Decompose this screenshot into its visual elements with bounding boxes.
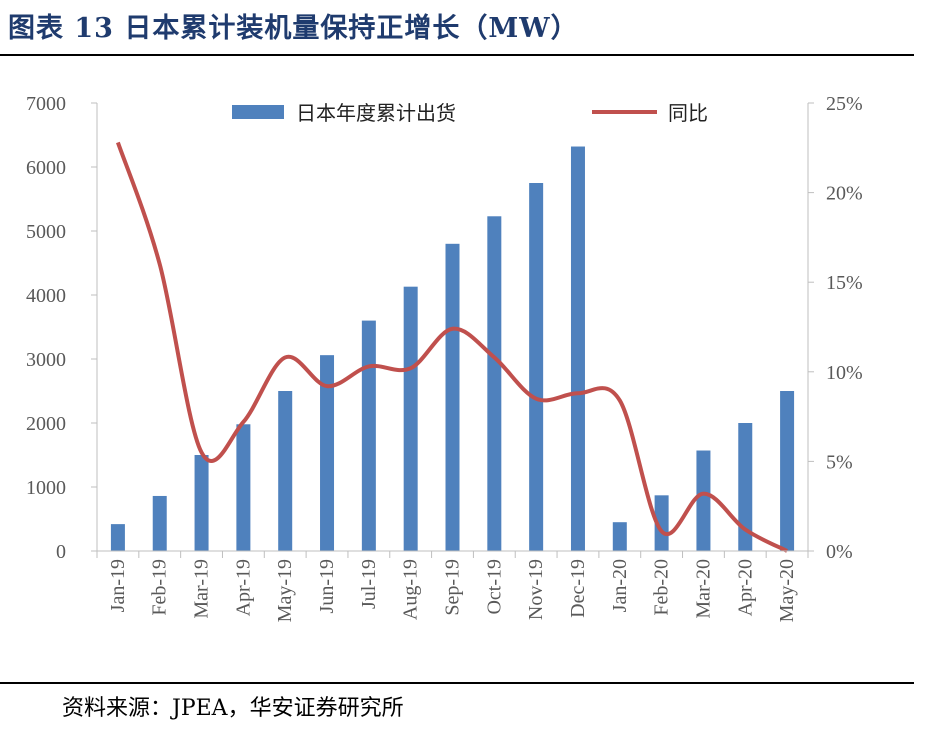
bar-Nov-19 [529, 183, 544, 551]
bar-Oct-19 [487, 216, 502, 551]
legend: 日本年度累计出货 同比 [232, 101, 708, 125]
source-note: 资料来源：JPEA，华安证券研究所 [62, 696, 404, 721]
y-left-tick-label: 5000 [26, 221, 66, 243]
x-tick-label: Jul-19 [358, 559, 380, 609]
x-tick-label: Sep-19 [442, 559, 464, 616]
x-tick-label: Oct-19 [483, 559, 505, 615]
bar-Feb-19 [152, 495, 167, 551]
bar-Dec-19 [570, 146, 585, 551]
x-tick-label: Apr-20 [734, 559, 756, 616]
bars-layer [110, 146, 795, 552]
bar-Mar-19 [194, 455, 209, 551]
x-tick-label: Mar-19 [191, 559, 213, 619]
y-right-tick-label: 0% [826, 541, 853, 563]
x-tick-label: Nov-19 [525, 559, 547, 620]
y-left-tick-label: 3000 [26, 349, 66, 371]
bar-Jun-19 [320, 355, 335, 551]
legend-bar-swatch [232, 105, 284, 119]
y-left-tick-label: 7000 [26, 93, 66, 115]
bar-Apr-20 [738, 423, 753, 551]
y-left-tick-label: 2000 [26, 413, 66, 435]
x-tick-label: Aug-19 [400, 559, 422, 620]
legend-line-label: 同比 [668, 101, 708, 125]
bar-Apr-19 [236, 424, 251, 551]
y-right-tick-label: 15% [826, 272, 863, 294]
bar-Feb-20 [654, 495, 669, 551]
y-left-tick-label: 0 [56, 541, 66, 563]
x-tick-label: Jun-19 [316, 559, 338, 613]
line-layer [116, 141, 789, 553]
y-left-tick-label: 1000 [26, 477, 66, 499]
y-left-tick-label: 4000 [26, 285, 66, 307]
chart-title: 图表 13 日本累计装机量保持正增长（MW） [8, 13, 579, 44]
combo-chart: 0 1000 2000 3000 4000 5000 6000 7000 0% 5% 10% 15% 2… [26, 93, 863, 622]
bar-Aug-19 [403, 286, 418, 551]
y-right-tick-label: 10% [826, 362, 863, 384]
legend-bar-label: 日本年度累计出货 [296, 101, 456, 125]
x-tick-label: Feb-19 [149, 559, 171, 616]
x-tick-label: Feb-20 [651, 559, 673, 616]
axes-layer: 0 1000 2000 3000 4000 5000 6000 7000 0% 5% 10% 15% 2… [26, 93, 863, 622]
x-tick-label: Dec-19 [567, 559, 589, 618]
bar-May-20 [780, 391, 795, 551]
x-tick-label: Mar-20 [692, 559, 714, 619]
x-tick-label: Apr-19 [232, 559, 254, 616]
footer-divider [0, 682, 914, 684]
y-left-tick-label: 6000 [26, 157, 66, 179]
x-tick-label: May-20 [776, 559, 798, 622]
x-tick-label: May-19 [274, 559, 296, 622]
x-tick-label: Jan-20 [609, 559, 631, 612]
bar-Jan-20 [612, 522, 627, 551]
bar-Sep-19 [445, 243, 460, 552]
yoy-line [116, 141, 789, 553]
x-tick-label: Jan-19 [107, 559, 129, 612]
y-right-tick-label: 25% [826, 93, 863, 115]
bar-Jul-19 [361, 320, 376, 551]
bar-May-19 [278, 391, 293, 551]
bar-Mar-20 [696, 450, 711, 551]
y-right-tick-label: 20% [826, 183, 863, 205]
y-right-tick-label: 5% [826, 451, 853, 473]
bar-Jan-19 [110, 524, 125, 551]
title-divider [0, 54, 914, 56]
